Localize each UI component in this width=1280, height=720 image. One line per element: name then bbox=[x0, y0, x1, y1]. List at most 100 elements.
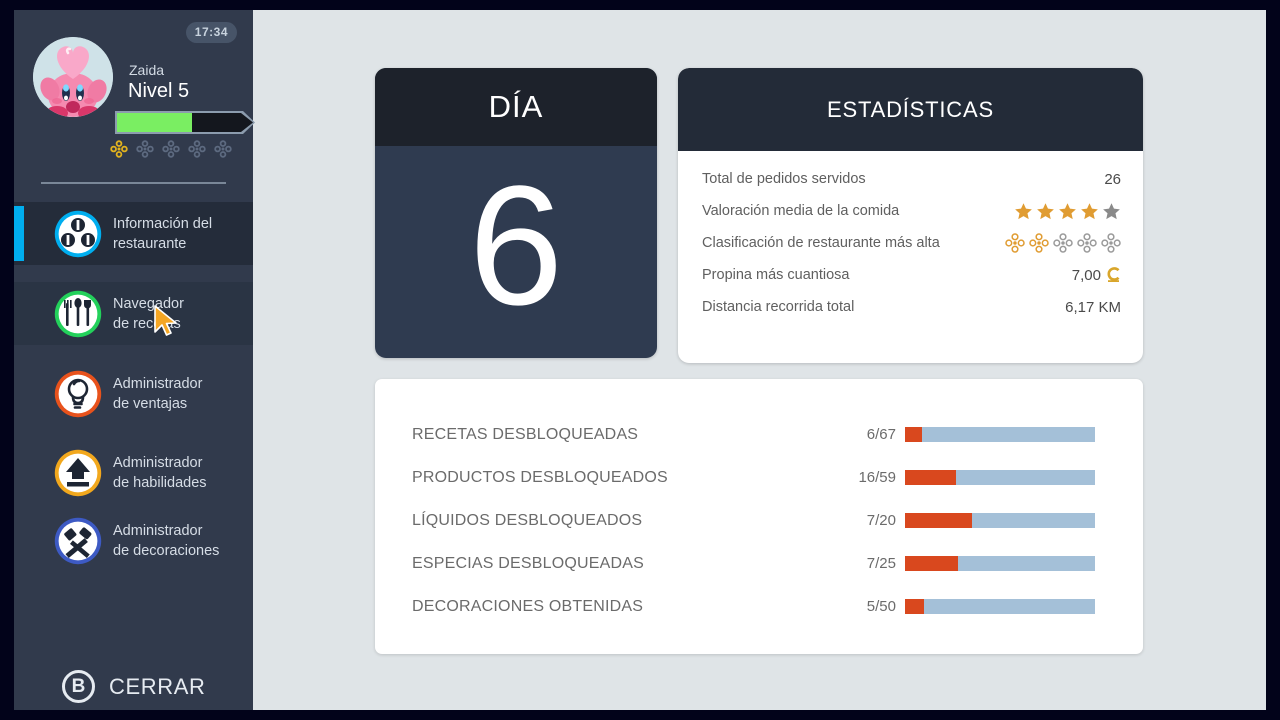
sidebar-item-label: Información del restaurante bbox=[113, 214, 248, 254]
sidebar-icon-decorations-manager bbox=[53, 516, 103, 566]
stat-value: 6,17 KM bbox=[1065, 298, 1121, 316]
restaurant-tables-icon bbox=[54, 210, 102, 257]
xp-bar-fill bbox=[117, 113, 192, 132]
progress-bar-fill bbox=[905, 556, 959, 571]
sidebar-item-recipe-browser[interactable]: Navegador de recetas bbox=[14, 282, 253, 345]
rank-pip-2 bbox=[136, 140, 154, 158]
statistics-rows: Total de pedidos servidos 26 Valoración me… bbox=[678, 151, 1143, 323]
progress-bar bbox=[905, 599, 1095, 614]
sidebar-item-label-line1: Administrador bbox=[113, 454, 203, 471]
avatar bbox=[33, 37, 113, 117]
sidebar-item-label-line2: de ventajas bbox=[113, 395, 188, 412]
stat-value: 26 bbox=[1104, 170, 1121, 188]
day-card-title: DÍA bbox=[375, 68, 657, 146]
statistic-value: 7,00 bbox=[1072, 266, 1121, 284]
statistic-row: Total de pedidos servidos 26 bbox=[702, 163, 1121, 195]
rank-pip-icon bbox=[162, 140, 180, 158]
upgrade-arrow-icon bbox=[54, 449, 102, 496]
statistic-row: Propina más cuantiosa 7,00 bbox=[702, 259, 1121, 291]
clover-rank-icon bbox=[1029, 233, 1049, 253]
progress-bar bbox=[905, 513, 1095, 528]
lightbulb-icon bbox=[54, 370, 102, 417]
day-card: DÍA 6 bbox=[375, 68, 657, 358]
coin-c-icon bbox=[1107, 267, 1120, 282]
rank-pip-icon bbox=[136, 140, 154, 158]
star-icon bbox=[1081, 202, 1098, 219]
rank-pips bbox=[110, 140, 232, 158]
sidebar-item-label-line1: Administrador bbox=[113, 522, 203, 539]
sidebar-item-label: Administrador de decoraciones bbox=[113, 521, 248, 561]
sidebar-item-label-line1: Administrador bbox=[113, 375, 203, 392]
statistic-label: Total de pedidos servidos bbox=[702, 170, 866, 187]
rank-pip-5 bbox=[214, 140, 232, 158]
sidebar-item-skills-manager[interactable]: Administrador de habilidades bbox=[14, 441, 253, 504]
active-indicator bbox=[14, 206, 24, 261]
sidebar-item-label-line2: de habilidades bbox=[113, 474, 207, 491]
progress-bar bbox=[905, 470, 1095, 485]
star-icon bbox=[1015, 202, 1032, 219]
sidebar-item-label-line2: restaurante bbox=[113, 235, 187, 252]
progress-row: PRODUCTOS DESBLOQUEADOS 16/59 bbox=[375, 456, 1143, 499]
progress-row: ESPECIAS DESBLOQUEADAS 7/25 bbox=[375, 542, 1143, 585]
progress-count: 6/67 bbox=[866, 426, 896, 443]
progress-label: PRODUCTOS DESBLOQUEADOS bbox=[412, 468, 668, 486]
statistics-card: ESTADÍSTICAS Total de pedidos servidos 26… bbox=[678, 68, 1143, 363]
progress-bar bbox=[905, 427, 1095, 442]
restaurant-rank-clovers bbox=[1005, 233, 1121, 253]
statistic-label: Clasificación de restaurante más alta bbox=[702, 234, 940, 251]
b-button-icon: B bbox=[62, 670, 95, 703]
sidebar-item-label: Navegador de recetas bbox=[113, 294, 248, 334]
rank-pip-3 bbox=[162, 140, 180, 158]
star-icon bbox=[1103, 202, 1120, 219]
statistic-label: Propina más cuantiosa bbox=[702, 266, 850, 283]
stat-value: 7,00 bbox=[1071, 266, 1101, 284]
sidebar-item-decorations-manager[interactable]: Administrador de decoraciones bbox=[14, 509, 253, 572]
statistic-value bbox=[1005, 233, 1121, 253]
statistic-value: 6,17 KM bbox=[1065, 299, 1121, 316]
day-card-value: 6 bbox=[468, 151, 564, 341]
statistic-label: Valoración media de la comida bbox=[702, 202, 900, 219]
food-rating-stars bbox=[1014, 202, 1121, 221]
sidebar-icon-restaurant-info bbox=[53, 209, 103, 259]
utensils-icon bbox=[54, 290, 102, 337]
statistic-row: Valoración media de la comida bbox=[702, 195, 1121, 227]
progress-bar-fill bbox=[905, 470, 957, 485]
rank-pip-1 bbox=[110, 140, 128, 158]
close-button[interactable]: B CERRAR bbox=[62, 670, 206, 703]
sidebar-item-label-line1: Navegador bbox=[113, 295, 184, 312]
progress-label: DECORACIONES OBTENIDAS bbox=[412, 597, 644, 615]
statistic-value: 26 bbox=[1104, 171, 1121, 188]
progress-bar bbox=[905, 556, 1095, 571]
progress-bar-fill bbox=[905, 599, 924, 614]
clover-rank-icon bbox=[1053, 233, 1073, 253]
close-button-label: CERRAR bbox=[109, 673, 206, 699]
rank-pip-icon bbox=[188, 140, 206, 158]
clock-badge: 17:34 bbox=[185, 22, 237, 43]
statistic-row: Clasificación de restaurante más alta bbox=[702, 227, 1121, 259]
sidebar-icon-skills-manager bbox=[53, 448, 103, 498]
progress-rows: RECETAS DESBLOQUEADAS 6/67 PRODUCTOS DESBL… bbox=[375, 413, 1143, 628]
progress-bar-fill bbox=[905, 513, 972, 528]
sidebar-item-restaurant-info[interactable]: Información del restaurante bbox=[14, 202, 253, 265]
star-icon bbox=[1059, 202, 1076, 219]
sidebar-item-label-line1: Información del bbox=[113, 215, 213, 232]
sidebar-item-label: Administrador de ventajas bbox=[113, 374, 248, 414]
sidebar: 17:34 bbox=[14, 10, 255, 710]
sidebar-icon-recipe-browser bbox=[53, 289, 103, 339]
statistic-label: Distancia recorrida total bbox=[702, 298, 855, 315]
statistic-value bbox=[1014, 202, 1121, 221]
progress-label: RECETAS DESBLOQUEADAS bbox=[412, 425, 639, 443]
sidebar-item-label-line2: de decoraciones bbox=[113, 542, 220, 559]
progress-count: 7/20 bbox=[866, 512, 896, 529]
rank-pip-4 bbox=[188, 140, 206, 158]
sidebar-icon-perks-manager bbox=[53, 369, 103, 419]
rank-pip-icon bbox=[110, 140, 128, 158]
sidebar-item-label: Administrador de habilidades bbox=[113, 453, 248, 493]
progress-card: RECETAS DESBLOQUEADAS 6/67 PRODUCTOS DESBL… bbox=[375, 379, 1143, 654]
progress-label: ESPECIAS DESBLOQUEADAS bbox=[412, 554, 645, 572]
rank-pip-icon bbox=[214, 140, 232, 158]
sidebar-item-perks-manager[interactable]: Administrador de ventajas bbox=[14, 362, 253, 425]
kirby-avatar-icon bbox=[33, 37, 113, 117]
progress-count: 5/50 bbox=[866, 598, 896, 615]
sidebar-item-label-line2: de recetas bbox=[113, 315, 181, 332]
